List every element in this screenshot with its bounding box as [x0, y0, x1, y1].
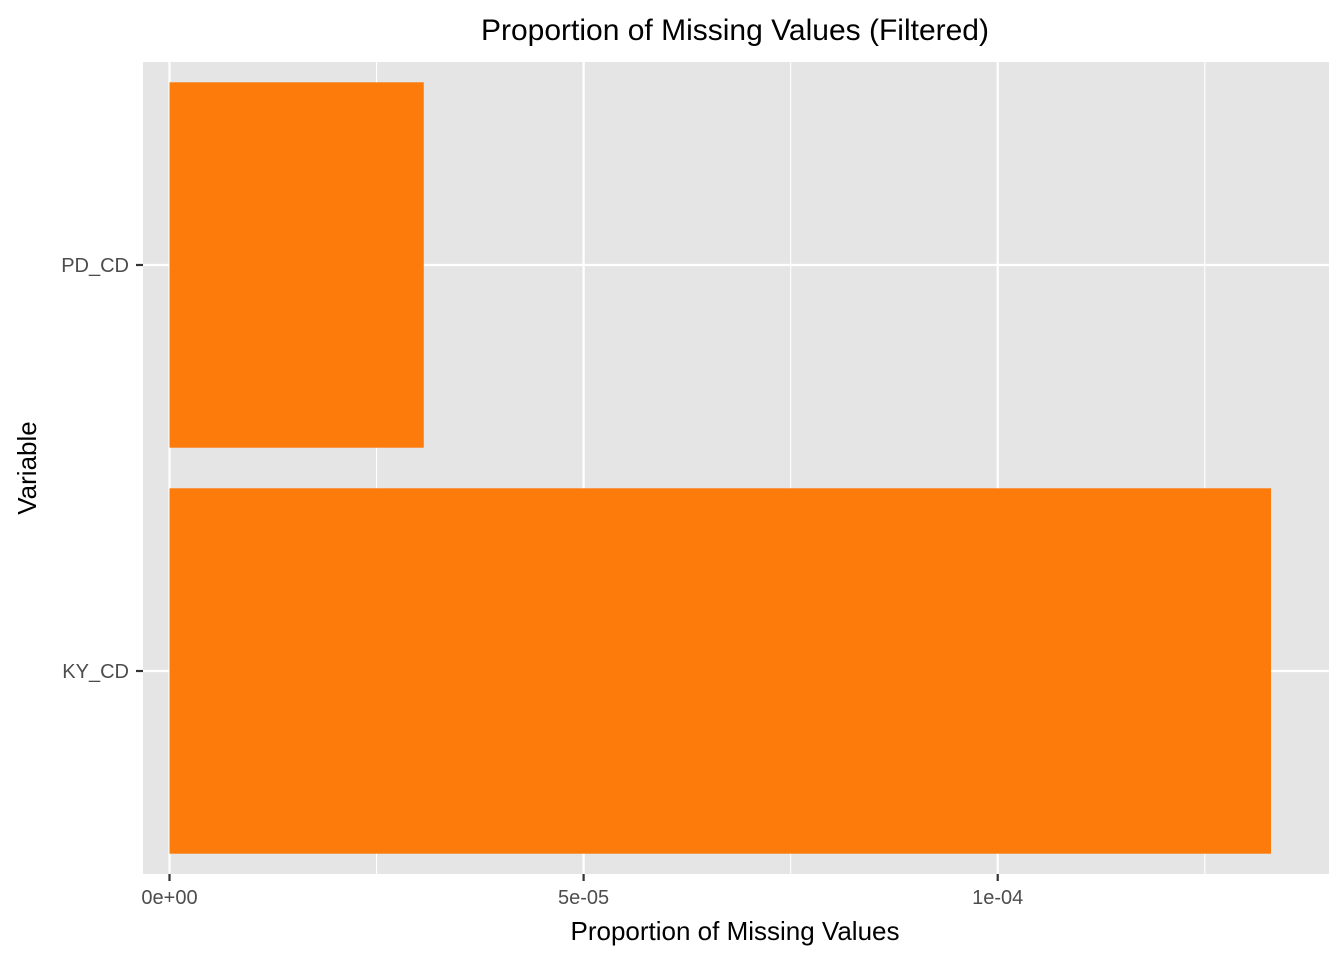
- x-tick-label: 0e+00: [141, 887, 197, 909]
- bar-pd-cd: [169, 82, 424, 448]
- bar-ky-cd: [169, 488, 1272, 854]
- x-tick-label: 5e-05: [558, 887, 609, 909]
- chart-title: Proportion of Missing Values (Filtered): [481, 14, 989, 47]
- y-axis: KY_CD PD_CD: [61, 255, 143, 683]
- bars: [169, 82, 1272, 854]
- y-axis-title: Variable: [12, 421, 42, 514]
- x-axis: 0e+00 5e-05 1e-04: [141, 874, 1023, 909]
- y-tick-label: PD_CD: [61, 255, 129, 277]
- y-tick-label: KY_CD: [62, 661, 129, 683]
- x-tick-label: 1e-04: [972, 887, 1023, 909]
- x-axis-title: Proportion of Missing Values: [570, 916, 899, 946]
